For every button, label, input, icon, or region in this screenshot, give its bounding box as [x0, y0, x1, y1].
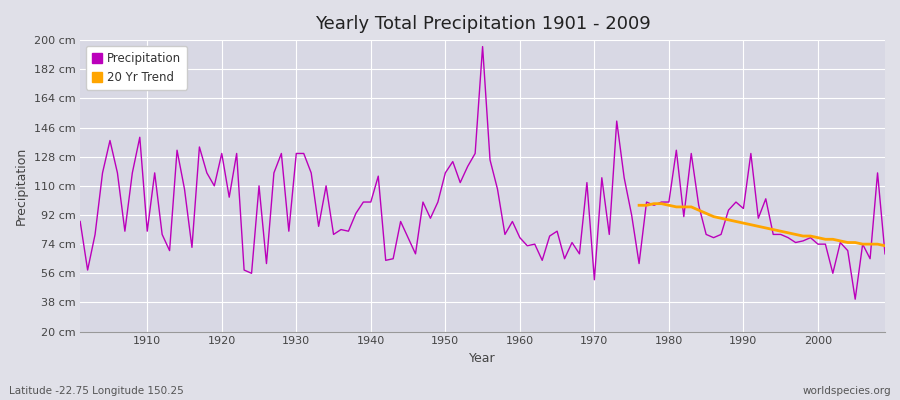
- Y-axis label: Precipitation: Precipitation: [15, 147, 28, 225]
- Title: Yearly Total Precipitation 1901 - 2009: Yearly Total Precipitation 1901 - 2009: [315, 15, 651, 33]
- Text: Latitude -22.75 Longitude 150.25: Latitude -22.75 Longitude 150.25: [9, 386, 184, 396]
- X-axis label: Year: Year: [469, 352, 496, 365]
- Legend: Precipitation, 20 Yr Trend: Precipitation, 20 Yr Trend: [86, 46, 187, 90]
- Text: worldspecies.org: worldspecies.org: [803, 386, 891, 396]
